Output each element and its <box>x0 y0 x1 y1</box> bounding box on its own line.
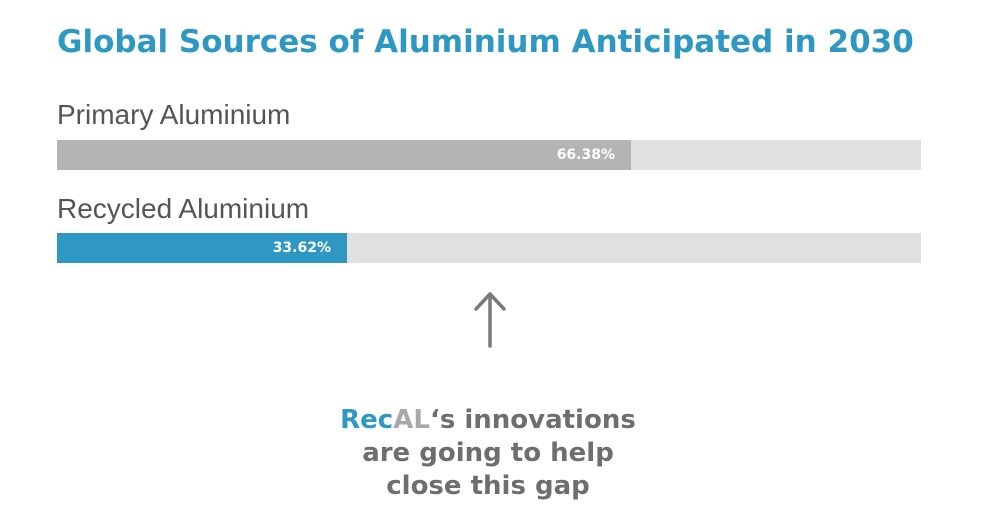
annotation-line-1: RecAL‘s innovations <box>250 404 726 437</box>
brand-name-rec: Rec <box>340 405 394 435</box>
annotation-line-2: are going to help <box>362 438 614 468</box>
bar-track-recycled-aluminium: 33.62% <box>57 233 921 263</box>
chart-title: Global Sources of Aluminium Anticipated … <box>57 24 914 60</box>
bar-label-primary-aluminium: Primary Aluminium <box>57 99 291 130</box>
recal-annotation: RecAL‘s innovations are going to help cl… <box>250 404 726 503</box>
brand-name-al: AL <box>393 405 430 435</box>
bar-primary-aluminium <box>57 140 631 170</box>
annotation-line-1-text: ‘s innovations <box>429 405 636 435</box>
bar-value-label-primary-aluminium: 66.38% <box>556 147 615 163</box>
bar-value-label-recycled-aluminium: 33.62% <box>272 240 331 256</box>
bar-recycled-aluminium <box>57 233 347 263</box>
bar-label-recycled-aluminium: Recycled Aluminium <box>57 193 310 224</box>
annotation-line-3: close this gap <box>386 471 590 501</box>
bar-track-primary-aluminium: 66.38% <box>57 140 921 170</box>
arrow-up-icon <box>474 292 506 348</box>
